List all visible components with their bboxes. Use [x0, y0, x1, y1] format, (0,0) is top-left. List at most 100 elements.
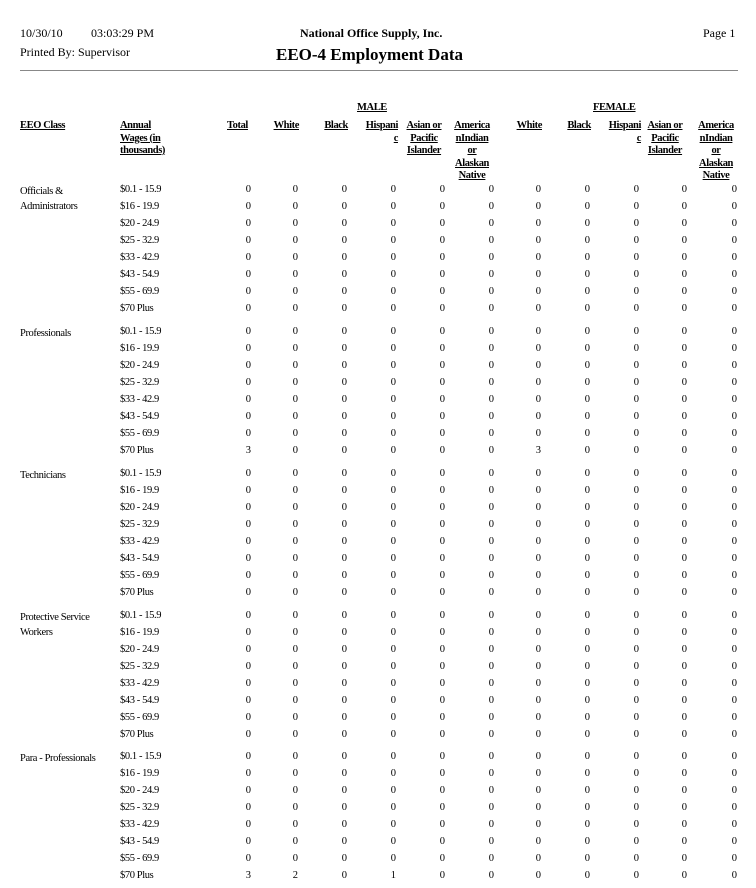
wages-header: Annual Wages (in thousands)	[120, 120, 165, 158]
count-cell: 0	[535, 768, 541, 779]
count-cell: 0	[584, 326, 590, 337]
count-cell: 0	[633, 819, 639, 830]
company-name: National Office Supply, Inc.	[300, 26, 443, 40]
count-cell: 0	[341, 751, 347, 762]
count-cell: 0	[731, 286, 737, 297]
count-cell: 0	[633, 519, 639, 530]
count-cell: 0	[535, 836, 541, 847]
wage-band-label: $20 - 24.9	[120, 218, 159, 229]
count-cell: 1	[390, 870, 396, 881]
count-cell: 0	[731, 751, 737, 762]
eeo-class-label: Professionals	[20, 326, 71, 341]
total-cell: 0	[245, 570, 251, 581]
count-cell: 0	[633, 502, 639, 513]
wage-band-label: $33 - 42.9	[120, 394, 159, 405]
count-cell: 0	[439, 235, 445, 246]
column-header-line: or	[467, 145, 477, 156]
count-cell: 0	[488, 326, 494, 337]
count-cell: 0	[488, 536, 494, 547]
total-cell: 0	[245, 394, 251, 405]
count-cell: 0	[488, 836, 494, 847]
count-cell: 0	[633, 751, 639, 762]
count-cell: 0	[731, 519, 737, 530]
count-cell: 0	[731, 853, 737, 864]
wage-band-label: $55 - 69.9	[120, 853, 159, 864]
count-cell: 0	[390, 286, 396, 297]
count-cell: 0	[681, 428, 687, 439]
count-cell: 0	[341, 802, 347, 813]
column-header-line: Alaskan	[455, 157, 489, 169]
count-cell: 0	[292, 853, 298, 864]
count-cell: 0	[681, 610, 687, 621]
count-cell: 0	[439, 785, 445, 796]
count-cell: 0	[681, 785, 687, 796]
count-cell: 0	[439, 394, 445, 405]
total-cell: 0	[245, 536, 251, 547]
count-cell: 0	[535, 802, 541, 813]
count-cell: 0	[584, 519, 590, 530]
count-cell: 0	[731, 644, 737, 655]
female-column-header: Asian or Pacific Islander	[645, 120, 685, 158]
count-cell: 0	[535, 570, 541, 581]
wage-band-label: $33 - 42.9	[120, 819, 159, 830]
count-cell: 0	[341, 468, 347, 479]
column-header-line: nIndian	[455, 132, 489, 144]
wage-band-label: $43 - 54.9	[120, 269, 159, 280]
count-cell: 0	[390, 553, 396, 564]
total-cell: 0	[245, 303, 251, 314]
count-cell: 0	[681, 519, 687, 530]
eeo-class-label: Protective Service Workers	[20, 610, 90, 640]
count-cell: 0	[390, 678, 396, 689]
count-cell: 0	[633, 610, 639, 621]
count-cell: 0	[633, 785, 639, 796]
count-cell: 0	[488, 751, 494, 762]
count-cell: 0	[731, 184, 737, 195]
count-cell: 0	[535, 587, 541, 598]
count-cell: 0	[584, 678, 590, 689]
total-cell: 0	[245, 502, 251, 513]
count-cell: 0	[535, 661, 541, 672]
count-cell: 0	[535, 201, 541, 212]
count-cell: 0	[681, 303, 687, 314]
count-cell: 0	[633, 678, 639, 689]
count-cell: 0	[341, 553, 347, 564]
count-cell: 0	[731, 768, 737, 779]
column-header-line: Black	[324, 120, 348, 131]
count-cell: 0	[488, 570, 494, 581]
count-cell: 0	[633, 695, 639, 706]
wage-band-label: $33 - 42.9	[120, 252, 159, 263]
count-cell: 0	[488, 468, 494, 479]
count-cell: 0	[535, 536, 541, 547]
count-cell: 0	[341, 252, 347, 263]
wage-band-label: $43 - 54.9	[120, 553, 159, 564]
count-cell: 0	[731, 201, 737, 212]
total-cell: 0	[245, 269, 251, 280]
count-cell: 0	[584, 644, 590, 655]
count-cell: 0	[584, 751, 590, 762]
column-header-line: Islander	[647, 145, 683, 156]
wage-band-label: $25 - 32.9	[120, 661, 159, 672]
count-cell: 0	[731, 377, 737, 388]
count-cell: 0	[681, 570, 687, 581]
count-cell: 0	[681, 644, 687, 655]
count-cell: 0	[341, 587, 347, 598]
count-cell: 0	[341, 678, 347, 689]
count-cell: 0	[681, 269, 687, 280]
count-cell: 0	[341, 853, 347, 864]
count-cell: 0	[390, 377, 396, 388]
count-cell: 0	[535, 343, 541, 354]
count-cell: 0	[731, 678, 737, 689]
count-cell: 0	[439, 819, 445, 830]
total-cell: 0	[245, 836, 251, 847]
count-cell: 0	[439, 218, 445, 229]
count-cell: 0	[341, 201, 347, 212]
count-cell: 0	[731, 729, 737, 740]
count-cell: 0	[292, 836, 298, 847]
count-cell: 0	[439, 729, 445, 740]
count-cell: 0	[681, 853, 687, 864]
count-cell: 0	[341, 326, 347, 337]
wage-band-label: $20 - 24.9	[120, 644, 159, 655]
wage-band-label: $25 - 32.9	[120, 802, 159, 813]
count-cell: 0	[681, 218, 687, 229]
count-cell: 0	[681, 553, 687, 564]
